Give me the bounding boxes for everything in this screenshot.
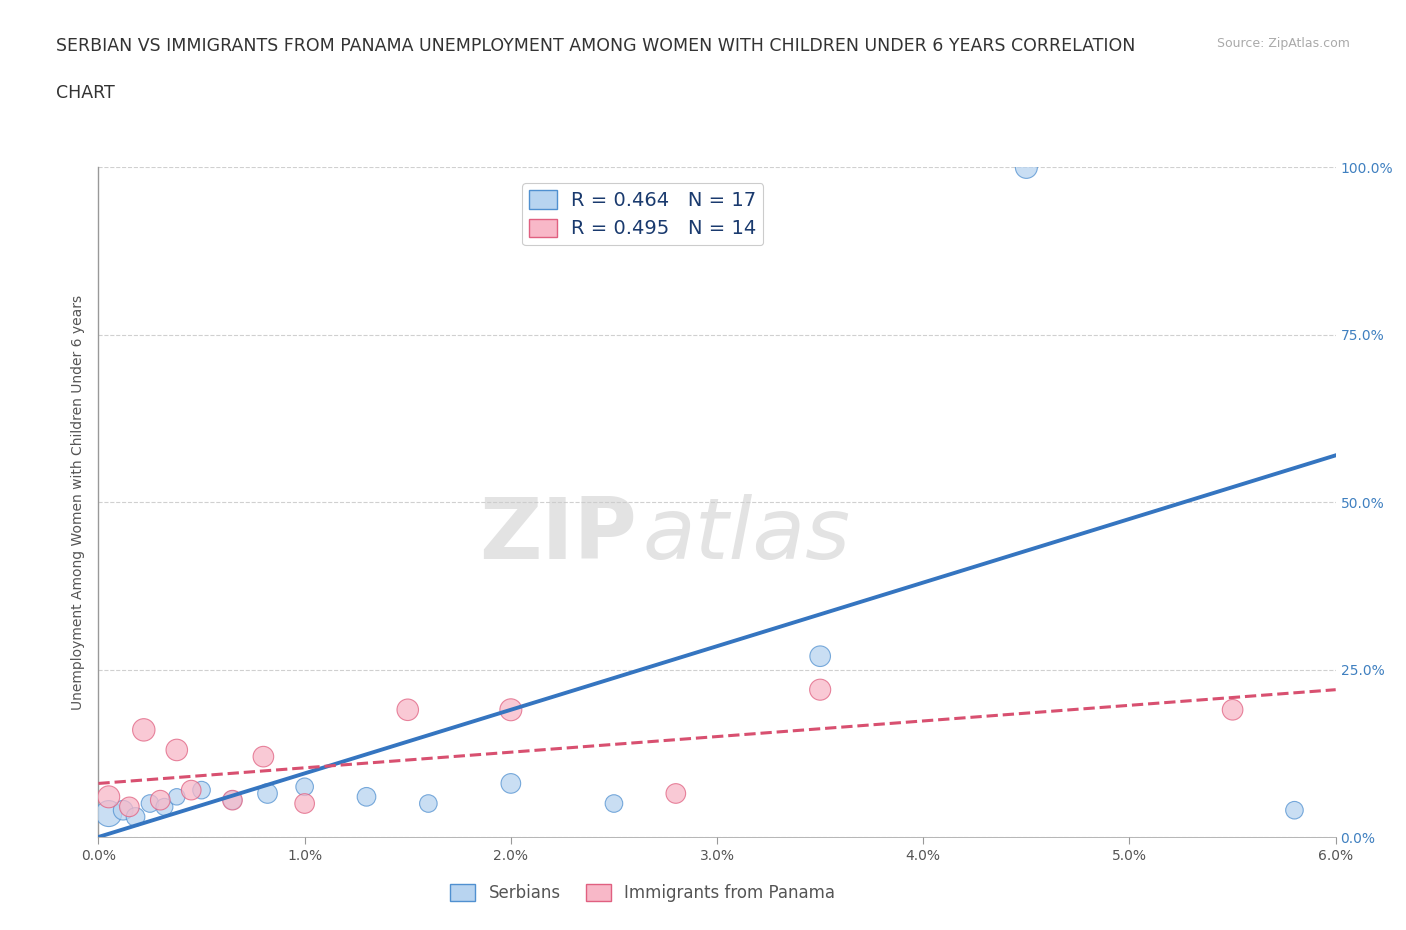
Text: atlas: atlas xyxy=(643,494,851,578)
Text: CHART: CHART xyxy=(56,84,115,101)
Point xyxy=(112,803,135,817)
Point xyxy=(499,702,522,717)
Point xyxy=(124,809,146,824)
Point xyxy=(118,800,141,815)
Text: SERBIAN VS IMMIGRANTS FROM PANAMA UNEMPLOYMENT AMONG WOMEN WITH CHILDREN UNDER 6: SERBIAN VS IMMIGRANTS FROM PANAMA UNEMPL… xyxy=(56,37,1136,55)
Point xyxy=(356,790,378,804)
Point xyxy=(603,796,626,811)
Point xyxy=(190,783,212,798)
Point xyxy=(149,792,172,807)
Point xyxy=(180,783,202,798)
Point xyxy=(97,790,120,804)
Point xyxy=(166,742,188,757)
Point xyxy=(166,790,188,804)
Point xyxy=(132,723,155,737)
Point xyxy=(1284,803,1306,817)
Point xyxy=(97,806,120,821)
Point xyxy=(1015,160,1038,175)
Point xyxy=(418,796,440,811)
Point xyxy=(221,792,243,807)
Point xyxy=(153,800,176,815)
Point xyxy=(1222,702,1244,717)
Point xyxy=(139,796,162,811)
Point xyxy=(808,683,831,698)
Point xyxy=(256,786,278,801)
Point xyxy=(396,702,419,717)
Point xyxy=(808,649,831,664)
Point xyxy=(294,779,316,794)
Point xyxy=(499,776,522,790)
Point xyxy=(294,796,316,811)
Point xyxy=(665,786,688,801)
Y-axis label: Unemployment Among Women with Children Under 6 years: Unemployment Among Women with Children U… xyxy=(72,295,86,710)
Text: Source: ZipAtlas.com: Source: ZipAtlas.com xyxy=(1216,37,1350,50)
Point xyxy=(252,750,274,764)
Point xyxy=(221,792,243,807)
Text: ZIP: ZIP xyxy=(479,494,637,578)
Legend: Serbians, Immigrants from Panama: Serbians, Immigrants from Panama xyxy=(444,878,842,909)
